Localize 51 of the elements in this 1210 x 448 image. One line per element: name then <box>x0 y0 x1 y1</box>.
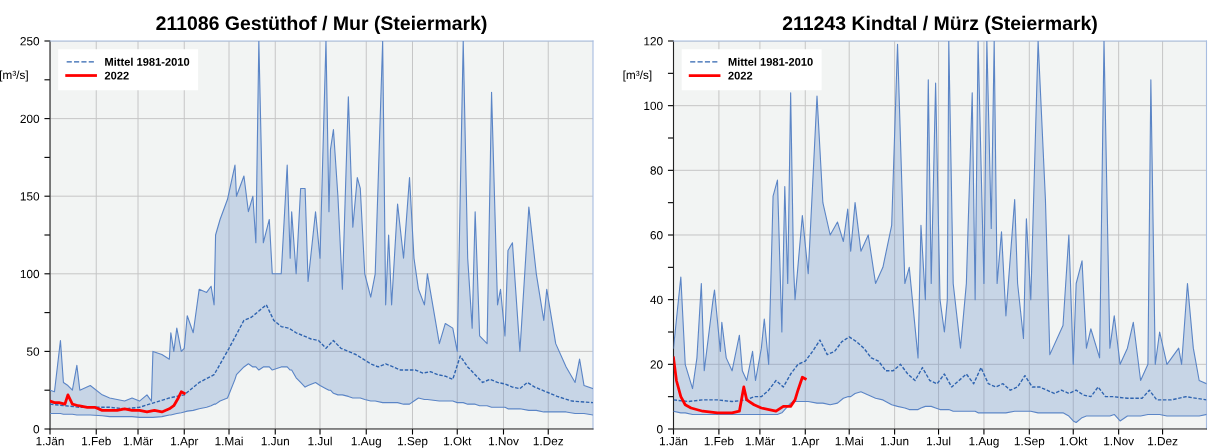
y-tick-label: 40 <box>650 295 663 305</box>
x-tick-label: 1.Jun <box>261 437 289 446</box>
y-tick-label: 120 <box>644 37 663 46</box>
y-tick-label: 100 <box>20 269 40 279</box>
chart-title: 211086 Gestüthof / Mur (Steiermark) <box>156 15 487 34</box>
x-tick-label: 1.Mai <box>215 436 243 446</box>
x-tick-label: 1.Nov <box>488 437 519 446</box>
x-tick-label: 1.Mär <box>123 437 153 446</box>
x-tick-label: 1.Feb <box>82 436 111 446</box>
y-tick-label: 100 <box>644 101 663 111</box>
x-tick-label: 1.Apr <box>792 437 820 448</box>
x-tick-label: 1.Sep <box>1014 436 1045 448</box>
x-tick-label: 1.Okt <box>1060 436 1088 446</box>
y-tick-label: 60 <box>650 231 663 240</box>
chart-title: 211243 Kindtal / Mürz (Steiermark) <box>782 15 1097 34</box>
y-tick-label: 200 <box>20 114 40 123</box>
x-tick-label: 1.Okt <box>444 436 472 446</box>
x-tick-label: 1.Jän <box>36 437 64 446</box>
y-axis-title: [m³/s] <box>0 70 28 82</box>
line-series <box>50 363 593 418</box>
legend-label: 2022 <box>728 71 753 80</box>
x-tick-label: 1.Dez <box>1148 437 1178 446</box>
y-tick-label: 20 <box>650 360 663 369</box>
x-tick-label: 1.Dez <box>533 437 564 446</box>
y-tick-label: 50 <box>26 347 40 356</box>
line-series <box>50 390 186 414</box>
x-tick-label: 1.Jun <box>881 437 909 446</box>
y-axis-title: [m³/s] <box>623 70 652 82</box>
y-tick-label: 0 <box>33 425 40 434</box>
legend-label: Mittel 1981-2010 <box>728 57 813 66</box>
line-series <box>50 304 593 410</box>
y-tick-label: 0 <box>656 425 663 434</box>
x-tick-label: 1.Sep <box>397 436 428 448</box>
x-tick-label: 1.Feb <box>704 436 734 446</box>
y-tick-label: 150 <box>20 192 40 201</box>
x-tick-label: 1.Aug <box>351 437 381 448</box>
line-series <box>673 336 1207 403</box>
line-series <box>673 356 807 415</box>
x-tick-label: 1.Mai <box>835 436 863 446</box>
x-tick-label: 1.Jul <box>926 436 951 446</box>
y-tick-label: 80 <box>650 166 663 175</box>
legend-label: 2022 <box>104 71 129 80</box>
x-tick-label: 1.Jän <box>659 437 688 446</box>
x-tick-label: 1.Jul <box>308 436 332 446</box>
legend-label: Mittel 1981-2010 <box>105 57 190 66</box>
line-series <box>673 391 1207 424</box>
x-tick-label: 1.Apr <box>171 437 199 448</box>
x-tick-label: 1.Aug <box>969 437 999 448</box>
x-tick-label: 1.Nov <box>1104 437 1135 446</box>
y-tick-label: 250 <box>20 37 40 46</box>
x-tick-label: 1.Mär <box>745 437 775 446</box>
